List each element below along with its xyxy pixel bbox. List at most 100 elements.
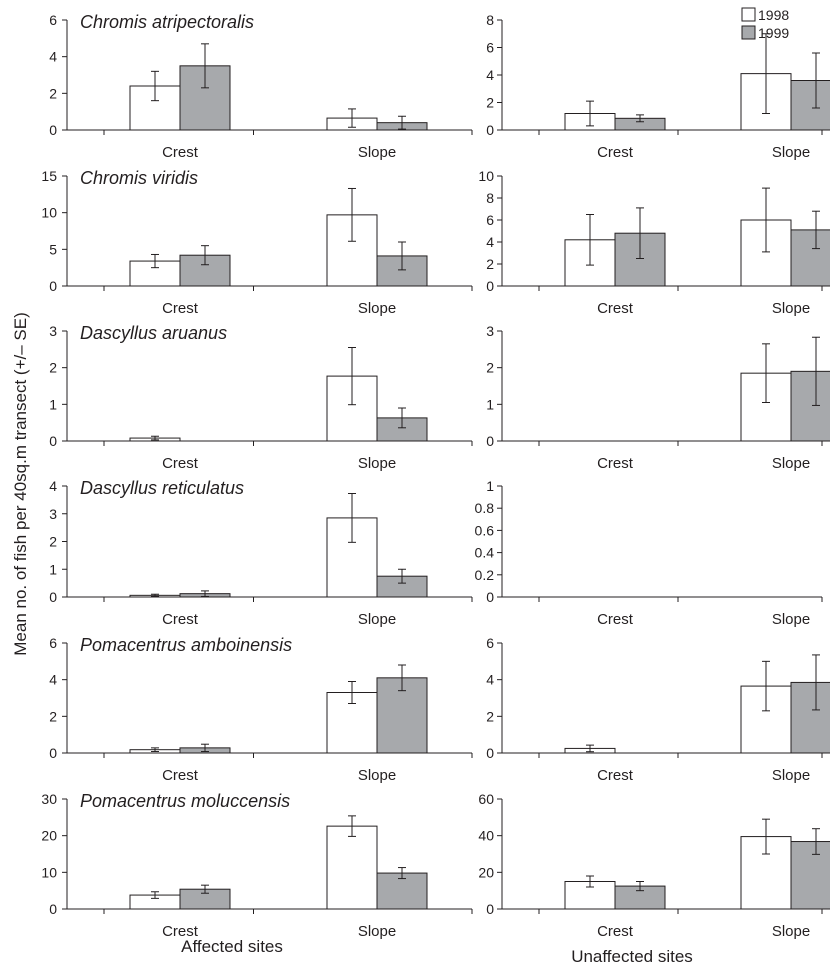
chart-panel-4: 0 2 4 6 8 10 Crest Slope [478, 168, 830, 317]
y-tick-label: 0.2 [475, 567, 495, 583]
category-label-crest: Crest [162, 144, 199, 161]
y-tick-label: 0.8 [475, 500, 495, 516]
chart-panel-7: 0 1 2 3 4 Crest Slope Dascyllus reticulatus [49, 478, 473, 628]
category-label-slope: Slope [358, 611, 396, 628]
category-label-crest: Crest [597, 767, 634, 784]
category-label-slope: Slope [772, 455, 810, 472]
category-label-crest: Crest [597, 611, 634, 628]
y-tick-label: 0 [49, 589, 57, 605]
y-tick-label: 10 [478, 168, 494, 184]
panel-title: Dascyllus aruanus [80, 323, 227, 343]
chart-panel-11: 0 10 20 30 Crest Slope Pomacentrus moluccensis [41, 791, 473, 940]
bar-1999-slope [790, 229, 830, 287]
y-tick-label: 4 [486, 234, 494, 250]
y-tick-label: 2 [49, 534, 57, 550]
y-tick-label: 5 [49, 241, 57, 257]
category-label-crest: Crest [162, 923, 199, 940]
category-label-slope: Slope [358, 455, 396, 472]
category-label-slope: Slope [772, 144, 810, 161]
y-tick-label: 6 [486, 212, 494, 228]
y-tick-label: 0 [49, 278, 57, 294]
bar-1999-slope [790, 681, 830, 754]
bar-1998-slope [326, 825, 378, 910]
y-tick-label: 20 [478, 864, 494, 880]
chart-panel-6: 0 1 2 3 Crest Slope [486, 323, 830, 472]
y-tick-label: 15 [41, 168, 57, 184]
category-label-crest: Crest [597, 300, 634, 317]
y-tick-label: 60 [478, 791, 494, 807]
y-tick-label: 0 [49, 901, 57, 917]
legend-swatch-1999 [741, 25, 756, 40]
y-tick-label: 0 [49, 745, 57, 761]
y-tick-label: 4 [486, 672, 494, 688]
bar-1999-slope [790, 841, 830, 910]
y-tick-label: 0 [486, 901, 494, 917]
y-tick-label: 0 [486, 122, 494, 138]
category-label-slope: Slope [772, 767, 810, 784]
y-tick-label: 2 [49, 708, 57, 724]
category-label-slope: Slope [358, 767, 396, 784]
panel-title: Pomacentrus moluccensis [80, 791, 290, 811]
chart-panel-1: 0 2 4 6 Crest Slope Chromis atripectoralis [49, 12, 473, 161]
y-tick-label: 1 [486, 478, 494, 494]
y-tick-label: 6 [486, 635, 494, 651]
y-tick-label: 0.6 [475, 522, 495, 538]
y-tick-label: 4 [49, 672, 57, 688]
column-label-affected: Affected sites [181, 937, 283, 956]
y-tick-label: 2 [49, 360, 57, 376]
y-tick-label: 0 [49, 122, 57, 138]
panel-title: Dascyllus reticulatus [80, 478, 244, 498]
category-label-crest: Crest [162, 611, 199, 628]
chart-panel-3: 0 5 10 15 Crest Slope Chromis viridis [41, 168, 473, 317]
y-tick-label: 2 [486, 256, 494, 272]
y-tick-label: 8 [486, 12, 494, 28]
legend-label-1998: 1998 [758, 7, 789, 23]
category-label-crest: Crest [162, 300, 199, 317]
y-tick-label: 4 [486, 67, 494, 83]
category-label-slope: Slope [358, 300, 396, 317]
chart-panel-2: 0 2 4 6 8 Crest Slope [486, 12, 830, 161]
category-label-crest: Crest [597, 923, 634, 940]
y-tick-label: 0.4 [475, 545, 495, 561]
y-tick-label: 2 [486, 708, 494, 724]
category-label-slope: Slope [772, 923, 810, 940]
y-tick-label: 4 [49, 49, 57, 65]
y-tick-label: 2 [486, 360, 494, 376]
y-tick-label: 10 [41, 864, 57, 880]
y-tick-label: 1 [49, 561, 57, 577]
panel-title: Chromis viridis [80, 168, 198, 188]
y-tick-label: 0 [486, 745, 494, 761]
y-tick-label: 20 [41, 828, 57, 844]
y-tick-label: 0 [486, 589, 494, 605]
chart-panel-10: 0 2 4 6 Crest Slope [486, 635, 830, 784]
legend: 1998 1999 [741, 7, 789, 41]
y-tick-label: 0 [486, 433, 494, 449]
category-label-crest: Crest [162, 455, 199, 472]
y-tick-label: 40 [478, 828, 494, 844]
category-label-slope: Slope [358, 144, 396, 161]
y-tick-label: 6 [49, 635, 57, 651]
y-tick-label: 30 [41, 791, 57, 807]
legend-swatch-1998 [741, 7, 756, 22]
y-tick-label: 4 [49, 478, 57, 494]
y-tick-label: 10 [41, 205, 57, 221]
chart-panel-5: 0 1 2 3 Crest Slope Dascyllus aruanus [49, 323, 473, 472]
column-label-unaffected: Unaffected sites [571, 947, 693, 966]
category-label-slope: Slope [772, 300, 810, 317]
chart-panel-12: 0 20 40 60 Crest Slope [478, 791, 830, 940]
category-label-slope: Slope [358, 923, 396, 940]
category-label-crest: Crest [162, 767, 199, 784]
y-tick-label: 3 [486, 323, 494, 339]
y-tick-label: 2 [486, 95, 494, 111]
panel-title: Chromis atripectoralis [80, 12, 254, 32]
category-label-crest: Crest [597, 455, 634, 472]
y-axis-label: Mean no. of fish per 40sq.m transect (+/… [11, 312, 30, 655]
category-label-slope: Slope [772, 611, 810, 628]
legend-label-1999: 1999 [758, 25, 789, 41]
bar-1999-slope [790, 80, 830, 131]
y-tick-label: 8 [486, 190, 494, 206]
y-tick-label: 0 [486, 278, 494, 294]
chart-panel-9: 0 2 4 6 Crest Slope Pomacentrus amboinensis [49, 635, 473, 784]
chart-panel-8: 0 0.2 0.4 0.6 0.8 1 Crest Slope [475, 478, 823, 628]
